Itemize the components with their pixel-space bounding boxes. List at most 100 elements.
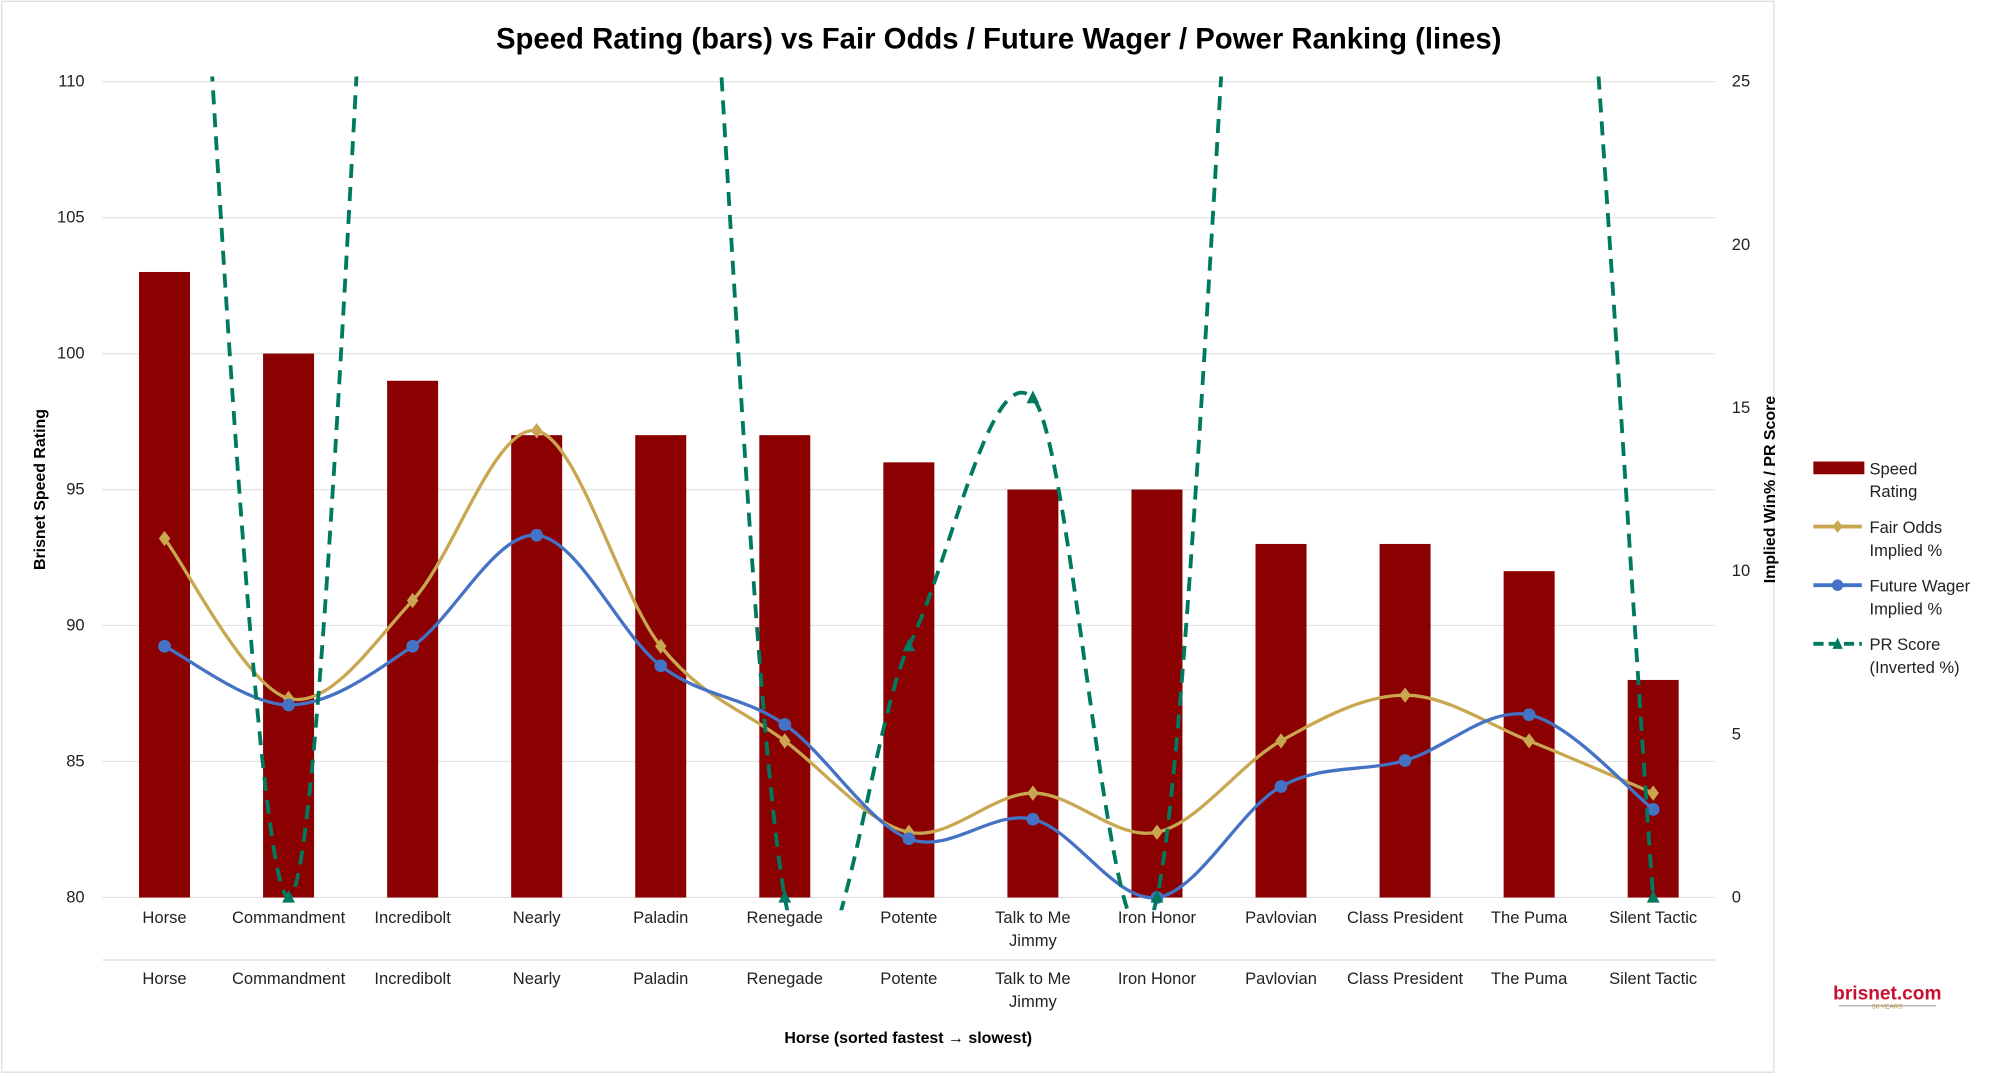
y-tick-label: 105 [57,208,85,227]
marker-future-wager-implied [282,698,295,712]
category-label: The Puma [1491,908,1568,927]
category-label: Talk to Me Jimmy [995,908,1070,950]
category-label-outer: Nearly [513,969,562,988]
brisnet-logo: brisnet.com 50 YEARS [1833,984,1941,1011]
y-tick-label: 110 [58,72,84,91]
marker-fair-odds-implied [158,530,171,547]
y-tick-label: 80 [66,888,84,907]
category-label: Iron Honor [1118,908,1197,927]
x-axis-categories: Horse Horse Commandment Commandment Incredib… [142,908,1697,1011]
marker-fair-odds-implied [530,423,543,439]
line-fair-odds-implied [163,429,1654,835]
legend-label: Rating [1869,482,1917,501]
category-label: Pavlovian [1245,908,1317,927]
category-label-outer: Pavlovian [1245,969,1317,988]
marker-fair-odds-implied [1399,687,1411,703]
legend-swatch-bar [1813,461,1865,475]
legend-marker [1831,579,1844,591]
category-label: Horse [142,908,186,927]
category-label: Commandment [232,908,346,927]
marker-fair-odds-implied [654,638,667,654]
gridlines [102,80,1716,899]
marker-pr-score-inverted [1026,390,1040,404]
category-label-outer: Talk to Me Jimmy [995,969,1070,1011]
bar-commandment [263,353,315,898]
marker-pr-score-inverted [902,638,916,652]
legend-label: PR Score [1869,635,1940,654]
y-tick-label: 95 [66,480,84,499]
marker-pr-score-inverted [282,889,295,903]
category-label-outer: The Puma [1491,969,1568,988]
y-tick-label: 100 [57,344,85,363]
label-line: Talk to Me [995,908,1070,927]
category-label: Renegade [747,908,823,927]
category-label-outer: Horse [142,969,186,988]
legend-marker [1832,637,1843,649]
category-label: Potente [880,908,937,927]
y-tick-label: 85 [66,752,84,771]
y-tick-label: 90 [66,616,84,635]
category-label: Nearly [513,908,562,927]
category-label: Class President [1347,908,1463,927]
line-pr-score-inverted [210,76,1656,911]
lines [158,76,1660,911]
category-label-outer: Commandment [232,969,346,988]
y2-tick-label: 20 [1732,235,1750,254]
legend-label: (Inverted %) [1869,658,1959,677]
marker-pr-score-inverted [1150,889,1164,903]
marker-future-wager-implied [1274,780,1288,793]
y-axis-right: 0 5 10 15 20 25 [1732,72,1750,907]
bar-nearly [511,435,563,898]
legend-label: Fair Odds [1869,518,1942,537]
logo-text: brisnet.com [1833,984,1941,1005]
x-axis-title: Horse (sorted fastest → slowest) [784,1030,1032,1047]
marker-future-wager-implied [1522,708,1536,722]
marker-future-wager-implied [158,639,171,653]
marker-future-wager-implied [406,639,419,653]
marker-fair-odds-implied [779,733,791,749]
category-label-outer: Incredibolt [374,969,451,988]
legend: Speed Rating Fair Odds Implied % Future Wage… [1813,459,1971,677]
marker-future-wager-implied [530,528,544,542]
bar-class-president [1379,543,1431,898]
legend-marker [1832,520,1843,533]
marker-future-wager-implied [902,832,916,846]
legend-label: Implied % [1869,599,1942,618]
legend-label: Future Wager [1869,577,1970,596]
marker-future-wager-implied [1398,754,1412,767]
legend-label: Speed [1869,459,1917,478]
category-label-outer: Renegade [747,969,823,988]
y-axis-right-title: Implied Win% / PR Score [1762,396,1779,584]
label-line: Class President [1347,908,1463,927]
category-label: Paladin [633,908,688,927]
category-label-outer: Iron Honor [1118,969,1197,988]
marker-fair-odds-implied [1151,824,1163,840]
y2-tick-label: 10 [1732,561,1750,580]
marker-fair-odds-implied [1647,785,1659,801]
y2-tick-label: 0 [1732,888,1741,907]
marker-pr-score-inverted [1646,889,1660,903]
bar-talk-to-me-jimmy [1007,489,1059,898]
y2-tick-label: 25 [1732,72,1750,91]
category-label-outer: Silent Tactic [1609,969,1697,988]
bar-renegade [759,435,811,898]
chart-title: Speed Rating (bars) vs Fair Odds / Futur… [496,22,1501,55]
marker-pr-score-inverted [778,889,792,903]
marker-fair-odds-implied [1523,733,1535,749]
marker-future-wager-implied [1646,803,1660,816]
bar-horse [139,271,191,898]
label-line: Jimmy [1009,931,1058,950]
category-label-outer: Potente [880,969,937,988]
legend-label: Implied % [1869,541,1942,560]
y-axis-left: 80 85 90 95 100 105 110 [57,72,85,907]
marker-future-wager-implied [654,659,668,673]
label-line: Talk to Me [995,969,1070,988]
category-label-outer: Paladin [633,969,688,988]
y2-tick-label: 15 [1732,398,1750,417]
label-line: Jimmy [1009,992,1058,1011]
bar-incredibolt [387,380,439,898]
y2-tick-label: 5 [1732,724,1741,743]
marker-future-wager-implied [778,718,792,731]
category-label: Incredibolt [374,908,451,927]
